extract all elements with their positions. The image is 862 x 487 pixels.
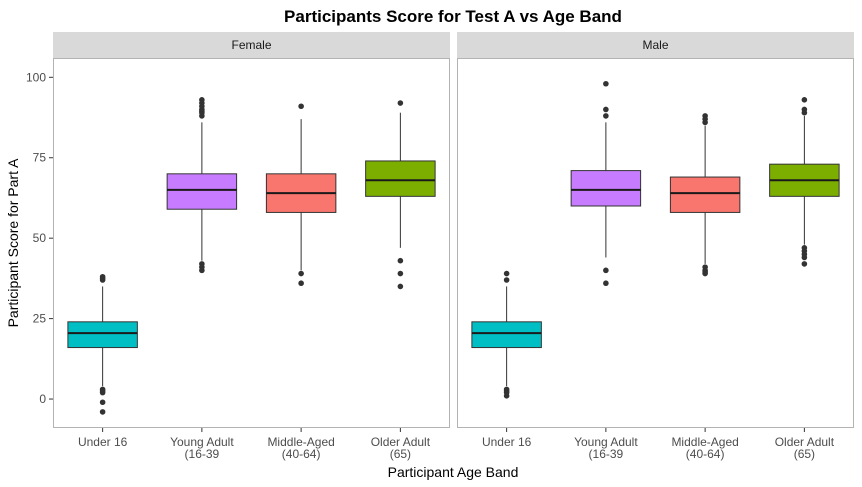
facet-panel-female: Female Under 16 Young Adult (16-39 Middle-Ag… (53, 32, 450, 461)
chart-title: Participants Score for Test A vs Age Ban… (284, 7, 622, 26)
x-tick-label: Under 16 (482, 435, 532, 449)
y-tick-label: 100 (26, 70, 46, 84)
outlier-point (99, 399, 106, 406)
outlier-point (503, 393, 510, 399)
box-iqr (365, 160, 436, 197)
outlier-point (603, 113, 609, 119)
y-axis-title: Participant Score for Part A (5, 158, 21, 328)
outlier-point (801, 109, 808, 116)
x-tick-label: Middle-Aged (40-64) (267, 435, 334, 461)
outlier-point (801, 254, 808, 261)
y-tick-label: 75 (33, 151, 47, 165)
outlier-point (397, 283, 404, 290)
x-tick-label-line: Young Adult (574, 435, 638, 449)
y-tick-label: 50 (33, 231, 47, 245)
facet-strip (457, 32, 854, 58)
x-tick-label: Under 16 (78, 435, 128, 449)
box-2 (669, 113, 741, 277)
outlier-point (397, 270, 404, 277)
box-3 (769, 97, 840, 267)
outlier-point (603, 106, 609, 113)
x-tick-label: Older Adult (65) (775, 435, 835, 461)
x-tick-label: Older Adult (65) (371, 435, 431, 461)
x-tick-label: Middle-Aged (40-64) (671, 435, 738, 461)
box-iqr (471, 321, 542, 349)
panel-border (53, 58, 450, 428)
outlier-point (99, 409, 106, 415)
outlier-point (397, 100, 404, 106)
x-tick-label-line: Middle-Aged (671, 435, 738, 449)
box-0 (67, 273, 138, 415)
x-tick-label-line: Young Adult (170, 435, 234, 449)
x-tick-label-line: Under 16 (482, 435, 532, 449)
facet-strip (53, 32, 450, 58)
panel-border (457, 58, 854, 428)
facet-panel-male: Male Under 16 Young Adult (16-39 Middle-Aged… (457, 32, 854, 461)
x-tick-label-line: (40-64) (282, 447, 321, 461)
outlier-point (199, 113, 205, 119)
outlier-point (503, 270, 510, 277)
outlier-point (702, 270, 708, 277)
x-axis-title: Participant Age Band (388, 464, 519, 480)
box-3 (365, 100, 436, 290)
x-tick-label-line: (40-64) (686, 447, 725, 461)
x-tick-label: Young Adult (16-39 (574, 435, 638, 461)
outlier-point (99, 389, 106, 396)
outlier-point (298, 280, 304, 287)
x-tick-label: Young Adult (16-39 (170, 435, 234, 461)
facet-strip-label: Male (642, 38, 668, 52)
x-tick-label-line: (16-39 (185, 447, 220, 461)
box-iqr (570, 170, 642, 207)
x-tick-label-line: (16-39 (589, 447, 624, 461)
box-1 (570, 80, 642, 287)
y-tick-label: 0 (39, 392, 46, 406)
box-iqr (67, 321, 138, 349)
x-tick-label-line: Middle-Aged (267, 435, 334, 449)
outlier-point (199, 267, 205, 274)
x-tick-label-line: Under 16 (78, 435, 128, 449)
box-2 (265, 103, 337, 287)
outlier-point (603, 267, 609, 274)
outlier-point (603, 280, 609, 287)
facet-strip-label: Female (231, 38, 271, 52)
x-tick-label-line: (65) (390, 447, 411, 461)
y-axis: 0 25 50 75 100 (26, 70, 53, 406)
box-iqr (166, 173, 238, 210)
outlier-point (298, 103, 304, 110)
y-tick-label: 25 (33, 312, 47, 326)
x-tick-label-line: (65) (794, 447, 815, 461)
outlier-point (397, 257, 404, 264)
outlier-point (99, 277, 106, 283)
box-0 (471, 270, 542, 399)
outlier-point (503, 277, 510, 283)
outlier-point (298, 270, 304, 277)
box-iqr (669, 176, 741, 213)
outlier-point (702, 119, 708, 126)
outlier-point (801, 97, 808, 103)
outlier-point (801, 261, 808, 267)
box-1 (166, 97, 238, 274)
x-tick-label-line: Older Adult (775, 435, 835, 449)
x-tick-label-line: Older Adult (371, 435, 431, 449)
outlier-point (603, 80, 609, 87)
